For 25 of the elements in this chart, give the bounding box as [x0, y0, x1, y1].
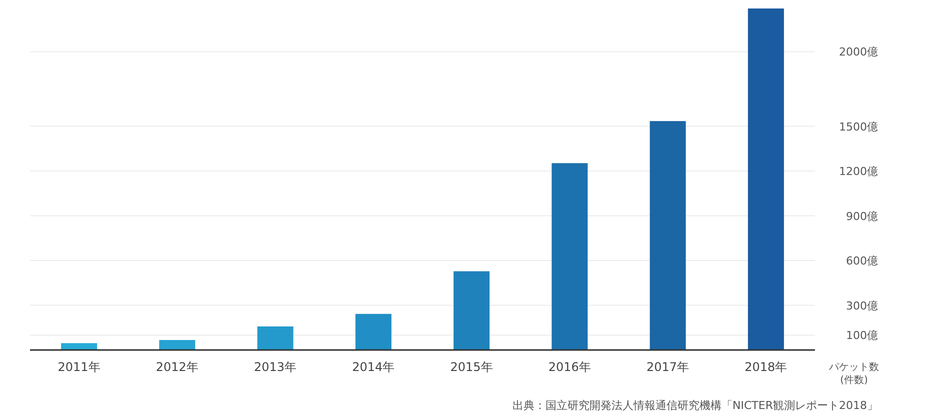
y-tick-label: 600億 [846, 254, 878, 268]
y-tick-label: 300億 [846, 299, 878, 312]
x-tick-label: 2016年 [548, 360, 591, 374]
bar [257, 326, 294, 350]
bar [650, 121, 686, 350]
bar [748, 8, 784, 350]
y-tick-label: 900億 [846, 210, 878, 223]
bar [159, 340, 196, 350]
x-tick-label: 2013年 [254, 360, 297, 374]
x-tick-label: 2017年 [646, 360, 690, 374]
source-note: 出典：国立研究開発法人情報通信研究機構「NICTER観測レポート2018」 [512, 399, 878, 412]
x-tick-label: 2012年 [156, 360, 198, 374]
x-tick-label: 2015年 [450, 360, 493, 374]
y-axis-title: パケット数 (件数) [828, 362, 879, 386]
y-tick-label: 2000億 [839, 46, 878, 59]
x-tick-label: 2014年 [352, 360, 395, 374]
bar [355, 314, 392, 350]
bar [454, 271, 490, 350]
x-tick-label: 2018年 [744, 360, 788, 374]
y-tick-label: 100億 [846, 329, 878, 342]
x-tick-label: 2011年 [58, 360, 100, 374]
y-tick-label: 1500億 [839, 120, 878, 134]
bar [61, 343, 98, 350]
bar [552, 163, 588, 350]
y-tick-label: 1200億 [839, 165, 878, 178]
